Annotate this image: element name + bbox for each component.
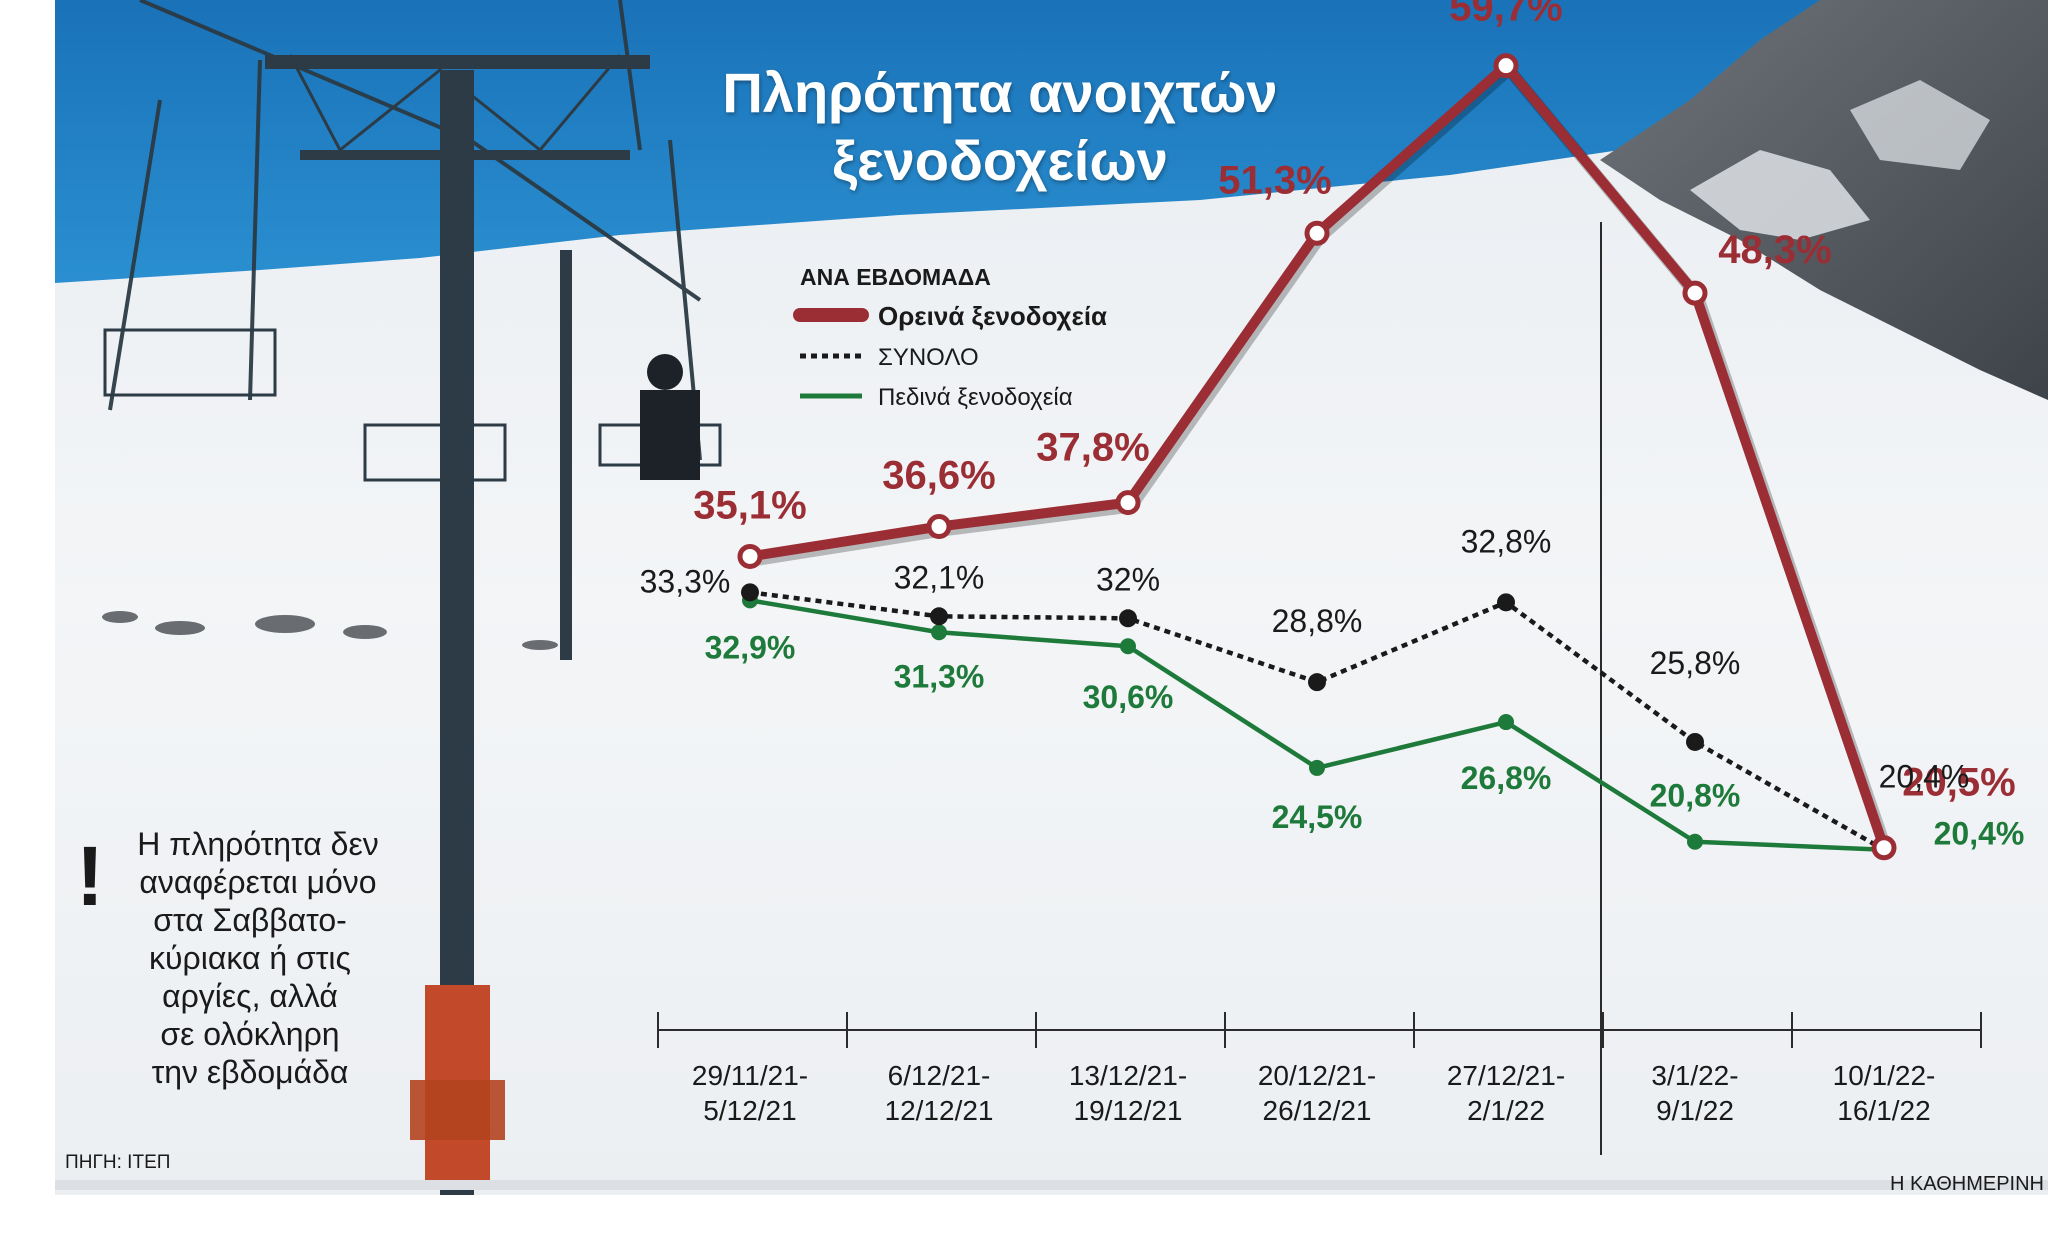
chart-title-line2: ξενοδοχείων xyxy=(832,129,1168,192)
legend-label-plain: Πεδινά ξενοδοχεία xyxy=(878,384,1073,411)
x-axis: 29/11/21- 5/12/21 6/12/21- 12/12/21 13/12/21… xyxy=(657,1012,1982,1126)
point-total xyxy=(741,583,759,602)
data-label-mountain: 59,7% xyxy=(1449,0,1562,30)
data-label-plain: 20,8% xyxy=(1650,778,1741,814)
point-mountain xyxy=(1493,53,1519,79)
x-tick-label-line2: 16/1/22 xyxy=(1837,1095,1930,1126)
note-mark: ! xyxy=(76,829,104,923)
point-total xyxy=(1119,609,1137,628)
data-label-plain: 26,8% xyxy=(1461,760,1552,796)
x-tick-label-line2: 26/12/21 xyxy=(1263,1095,1372,1126)
point-plain xyxy=(1687,833,1703,850)
x-tick-label-line2: 19/12/21 xyxy=(1074,1095,1183,1126)
point-total xyxy=(1686,732,1704,751)
footnote: ! Η πληρότητα δεν αναφέρεται μόνο στα Σα… xyxy=(76,826,379,1090)
point-plain xyxy=(931,624,947,641)
x-tick-label-line1: 27/12/21- xyxy=(1447,1060,1565,1091)
data-label-total: 20,4% xyxy=(1879,759,1970,795)
data-label-plain: 32,9% xyxy=(705,629,796,665)
data-label-mountain: 48,3% xyxy=(1718,228,1831,272)
x-tick-label-line1: 29/11/21- xyxy=(692,1060,808,1091)
data-label-plain: 24,5% xyxy=(1272,799,1363,835)
data-label-total: 32,8% xyxy=(1461,523,1552,559)
footer-strip xyxy=(0,1195,2048,1244)
note-line-3: στα Σαββατο- xyxy=(153,902,347,938)
x-tick-label-line2: 5/12/21 xyxy=(703,1095,796,1126)
point-mountain xyxy=(1871,835,1897,861)
note-line-1: Η πληρότητα δεν xyxy=(137,826,379,862)
data-label-mountain: 51,3% xyxy=(1218,158,1331,202)
series-total xyxy=(741,583,1893,859)
data-label-mountain: 20,5% xyxy=(1902,761,2015,805)
data-label-total: 33,3% xyxy=(640,563,731,599)
data-label-mountain: 35,1% xyxy=(693,483,806,527)
point-plain xyxy=(1498,714,1514,731)
data-label-plain: 20,4% xyxy=(1934,816,2025,852)
legend: ΑΝΑ ΕΒΔΟΜΑΔΑ Ορεινά ξενοδοχεία ΣΥΝΟΛΟ Πε… xyxy=(793,264,1107,411)
data-label-total: 32% xyxy=(1096,561,1160,597)
value-labels: 35,1% 36,6% 37,8% 51,3% 59,7% 48,3% 20,5% 33,3%… xyxy=(640,0,2025,852)
x-tick-label-line1: 10/1/22- xyxy=(1833,1060,1936,1091)
point-mountain xyxy=(737,543,763,569)
legend-label-total: ΣΥΝΟΛΟ xyxy=(878,344,979,371)
point-total xyxy=(1497,593,1515,612)
point-total xyxy=(930,607,948,626)
source-label: ΠΗΓΗ: ΙΤΕΠ xyxy=(65,1152,170,1173)
point-mountain xyxy=(1682,280,1708,306)
point-mountain xyxy=(926,514,952,540)
x-tick-label-line2: 12/12/21 xyxy=(885,1095,994,1126)
series-mountain xyxy=(737,53,1897,861)
brand-label: Η ΚΑΘΗΜΕΡΙΝΗ xyxy=(1890,1173,2044,1195)
data-label-mountain: 36,6% xyxy=(882,454,995,498)
note-line-7: την εβδομάδα xyxy=(152,1054,349,1090)
data-label-total: 25,8% xyxy=(1650,645,1741,681)
chart-title-line1: Πληρότητα ανοιχτών xyxy=(722,61,1277,124)
note-line-4: κύριακα ή στις xyxy=(149,940,351,976)
point-plain xyxy=(1309,759,1325,776)
data-label-plain: 30,6% xyxy=(1083,679,1174,715)
note-line-6: σε ολόκληρη xyxy=(160,1016,339,1052)
footer-divider xyxy=(55,1180,2048,1190)
point-mountain xyxy=(1115,490,1141,516)
point-total xyxy=(1308,673,1326,692)
note-line-5: αργίες, αλλά xyxy=(162,978,338,1014)
data-label-total: 28,8% xyxy=(1272,603,1363,639)
x-tick-label-line1: 3/1/22- xyxy=(1651,1060,1738,1091)
background-photo xyxy=(55,0,2048,1200)
x-tick-label-line1: 20/12/21- xyxy=(1258,1060,1376,1091)
legend-heading: ΑΝΑ ΕΒΔΟΜΑΔΑ xyxy=(800,264,991,290)
data-label-plain: 31,3% xyxy=(894,658,985,694)
x-tick-label-line2: 2/1/22 xyxy=(1467,1095,1545,1126)
legend-label-mountain: Ορεινά ξενοδοχεία xyxy=(878,301,1107,331)
x-tick-label-line1: 6/12/21- xyxy=(888,1060,991,1091)
x-tick-label-line1: 13/12/21- xyxy=(1069,1060,1187,1091)
data-label-mountain: 37,8% xyxy=(1036,426,1149,470)
point-mountain xyxy=(1304,220,1330,246)
point-plain xyxy=(1120,638,1136,655)
data-label-total: 32,1% xyxy=(894,559,985,595)
note-line-2: αναφέρεται μόνο xyxy=(139,864,376,900)
x-tick-label-line2: 9/1/22 xyxy=(1656,1095,1734,1126)
